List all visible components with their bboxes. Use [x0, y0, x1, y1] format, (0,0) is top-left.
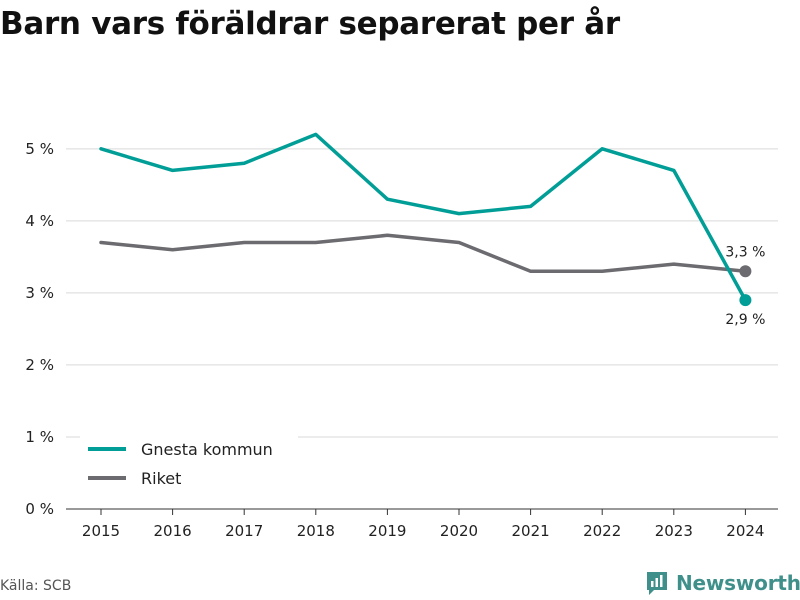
- axes: 0 % 1 % 2 % 3 % 4 % 5 % 2015 2016 2017 2018 2019 20…: [25, 140, 778, 540]
- data-label-gnesta: 2,9 %: [725, 312, 765, 328]
- series-line-gnesta: [99, 132, 748, 302]
- x-tick-label: 2017: [225, 522, 263, 540]
- x-tick-label: 2019: [368, 522, 406, 540]
- x-tick-label: 2023: [655, 522, 693, 540]
- source-note: Källa: SCB: [0, 578, 72, 594]
- end-point-riket: [739, 265, 752, 278]
- newsworthy-logo-icon: [647, 572, 667, 595]
- legend-label-gnesta: Gnesta kommun: [141, 440, 273, 459]
- series-line-riket: [99, 233, 748, 274]
- grid-lines: [66, 148, 778, 438]
- data-label-riket: 3,3 %: [725, 244, 765, 260]
- y-tick-label: 5 %: [25, 140, 54, 158]
- legend: Gnesta kommun Riket: [80, 435, 298, 490]
- x-tick-label: 2016: [154, 522, 192, 540]
- data-labels: 3,3 % 2,9 %: [725, 244, 765, 328]
- series-lines: [99, 132, 752, 307]
- y-tick-label: 1 %: [25, 428, 54, 446]
- y-tick-label: 0 %: [25, 500, 54, 518]
- x-tick-label: 2024: [726, 522, 764, 540]
- x-tick-label: 2021: [512, 522, 550, 540]
- x-tick-label: 2020: [440, 522, 478, 540]
- end-point-gnesta: [739, 294, 752, 307]
- brand-logo[interactable]: Newsworthy: [645, 570, 800, 596]
- chart-title: Barn vars föräldrar separerat per år: [0, 6, 620, 42]
- legend-label-riket: Riket: [141, 469, 181, 488]
- x-tick-label: 2015: [82, 522, 120, 540]
- brand-name: Newsworthy: [676, 571, 800, 595]
- y-tick-label: 3 %: [25, 284, 54, 302]
- x-tick-label: 2022: [583, 522, 621, 540]
- x-tick-label: 2018: [297, 522, 335, 540]
- y-tick-label: 2 %: [25, 356, 54, 374]
- y-tick-label: 4 %: [25, 212, 54, 230]
